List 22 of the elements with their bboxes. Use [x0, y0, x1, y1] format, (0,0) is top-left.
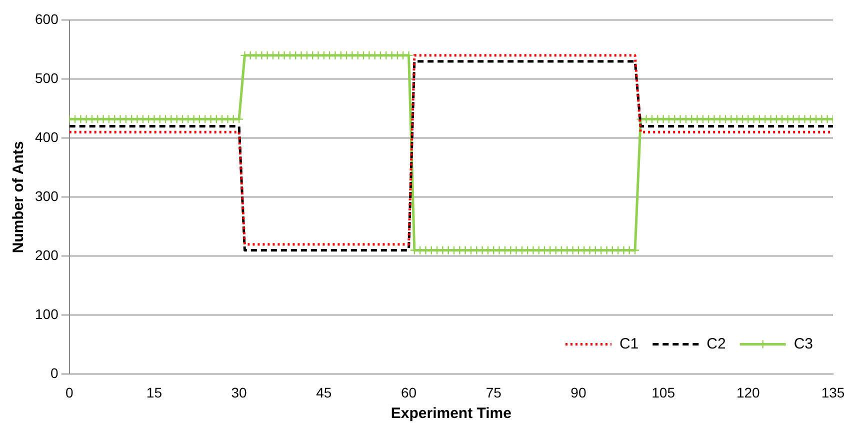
y-tick-label: 100 — [35, 306, 59, 322]
y-tick-label: 600 — [35, 10, 59, 27]
x-tick-label: 60 — [400, 384, 417, 400]
legend-label: C3 — [794, 335, 814, 352]
x-tick-label: 15 — [146, 384, 162, 400]
x-tick-label: 30 — [231, 384, 248, 400]
x-tick-label: 0 — [65, 384, 74, 400]
y-tick-label: 0 — [50, 365, 59, 382]
x-tick-label: 75 — [486, 384, 502, 400]
x-axis-title: Experiment Time — [390, 405, 512, 422]
y-tick-label: 500 — [35, 70, 59, 86]
legend-label: C1 — [619, 335, 639, 352]
x-tick-label: 135 — [821, 384, 845, 400]
x-tick-label: 105 — [652, 384, 676, 400]
x-tick-label: 90 — [570, 384, 586, 400]
y-axis-title: Number of Ants — [10, 141, 28, 254]
y-tick-label: 300 — [35, 188, 59, 204]
x-tick-label: 45 — [316, 384, 332, 400]
y-tick-label: 200 — [35, 246, 59, 263]
y-tick-label: 400 — [35, 128, 59, 145]
legend-label: C2 — [706, 335, 726, 352]
x-tick-label: 120 — [736, 384, 760, 400]
